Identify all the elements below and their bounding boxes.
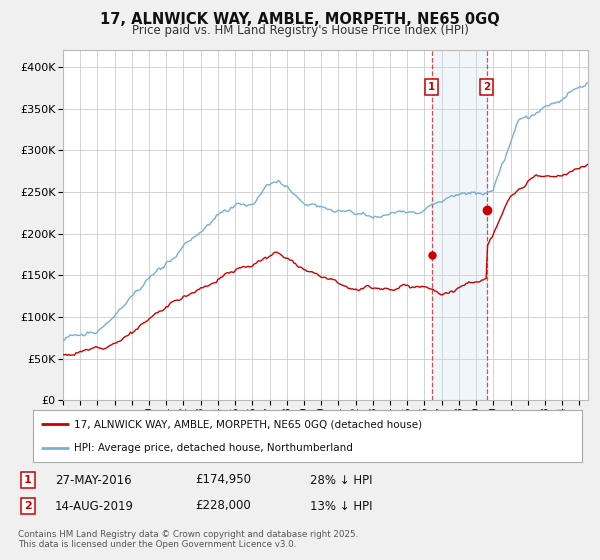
Text: £174,950: £174,950 xyxy=(195,474,251,487)
Text: 17, ALNWICK WAY, AMBLE, MORPETH, NE65 0GQ: 17, ALNWICK WAY, AMBLE, MORPETH, NE65 0G… xyxy=(100,12,500,27)
Text: 28% ↓ HPI: 28% ↓ HPI xyxy=(310,474,373,487)
Text: £228,000: £228,000 xyxy=(195,500,251,512)
Text: Contains HM Land Registry data © Crown copyright and database right 2025.
This d: Contains HM Land Registry data © Crown c… xyxy=(18,530,358,549)
Text: 17, ALNWICK WAY, AMBLE, MORPETH, NE65 0GQ (detached house): 17, ALNWICK WAY, AMBLE, MORPETH, NE65 0G… xyxy=(74,419,422,430)
Text: 14-AUG-2019: 14-AUG-2019 xyxy=(55,500,134,512)
Text: 2: 2 xyxy=(24,501,32,511)
Text: Price paid vs. HM Land Registry's House Price Index (HPI): Price paid vs. HM Land Registry's House … xyxy=(131,24,469,37)
Bar xyxy=(431,50,487,400)
Text: HPI: Average price, detached house, Northumberland: HPI: Average price, detached house, Nort… xyxy=(74,443,353,453)
Text: 13% ↓ HPI: 13% ↓ HPI xyxy=(310,500,373,512)
Text: 1: 1 xyxy=(428,82,435,92)
Text: 27-MAY-2016: 27-MAY-2016 xyxy=(55,474,131,487)
Text: 2: 2 xyxy=(483,82,490,92)
Text: 1: 1 xyxy=(24,475,32,485)
